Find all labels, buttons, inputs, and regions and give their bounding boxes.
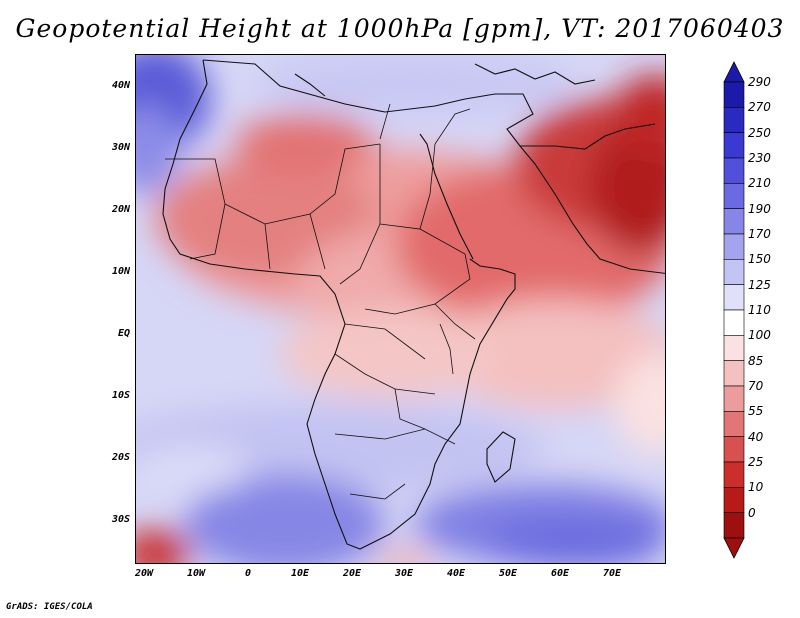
colorbar-swatch: [723, 183, 745, 209]
map-border: [135, 54, 666, 564]
colorbar-swatch: [723, 309, 745, 336]
lon-label-0: 0: [244, 568, 252, 579]
colorbar-label: 10: [748, 480, 764, 495]
lon-label-40e: 40E: [446, 568, 466, 579]
lon-label-20w: 20W: [134, 568, 154, 579]
colorbar-label: 150: [748, 252, 771, 267]
colorbar-label: 270: [748, 100, 771, 115]
colorbar-label: 125: [748, 277, 771, 292]
country-borders: [165, 103, 476, 500]
lat-label-10n: 10N: [111, 266, 130, 277]
colorbar-swatch: [723, 132, 745, 159]
lon-label-60e: 60E: [550, 568, 570, 579]
lon-label-70e: 70E: [602, 568, 622, 579]
colorbar-swatch: [723, 335, 745, 361]
colorbar-label: 190: [748, 201, 771, 216]
colorbar-swatch: [723, 157, 745, 184]
colorbar-swatch: [723, 107, 745, 133]
lat-label-30n: 30N: [111, 142, 130, 153]
colorbar-label: 110: [748, 303, 771, 317]
lat-label-40n: 40N: [111, 80, 130, 91]
colorbar-swatch: [723, 436, 745, 463]
colorbar-swatch: [723, 385, 745, 412]
colorbar-swatch: [723, 411, 745, 437]
colorbar-swatch: [723, 487, 745, 513]
colorbar-label: 55: [748, 404, 764, 419]
colorbar-label: 85: [748, 353, 764, 368]
colorbar-top-arrow: [723, 61, 745, 83]
colorbar-swatch: [723, 512, 745, 539]
colorbar: [723, 61, 745, 559]
colorbar-bottom-arrow: [723, 537, 745, 559]
lon-label-20e: 20E: [342, 568, 362, 579]
colorbar-swatch: [723, 259, 745, 285]
lon-label-10w: 10W: [186, 568, 206, 579]
colorbar-label: 210: [748, 176, 771, 191]
grads-credit: GrADS: IGES/COLA: [6, 602, 93, 612]
geopotential-field: [135, 54, 666, 564]
colorbar-label: 0: [748, 505, 756, 520]
colorbar-label: 230: [748, 151, 771, 165]
lon-label-10e: 10E: [290, 568, 310, 579]
colorbar-label: 100: [748, 328, 771, 343]
lon-label-30e: 30E: [394, 568, 414, 579]
lat-label-20s: 20S: [111, 452, 130, 463]
lon-label-50e: 50E: [498, 568, 518, 579]
lat-label-10s: 10S: [111, 390, 130, 401]
colorbar-label: 25: [748, 455, 764, 469]
colorbar-swatch: [723, 233, 745, 260]
coastlines: [162, 59, 666, 550]
map-panel: [135, 54, 666, 564]
colorbar-label: 40: [748, 429, 764, 444]
lat-label-20n: 20N: [111, 204, 130, 215]
colorbar-label: 290: [748, 75, 771, 89]
colorbar-swatch: [723, 461, 745, 488]
lat-label-eq: EQ: [117, 328, 130, 339]
geopotential-map: [135, 54, 666, 564]
colorbar-swatch: [723, 284, 745, 311]
map-title: Geopotential Height at 1000hPa [gpm], VT…: [15, 14, 785, 43]
colorbar-label: 70: [748, 379, 764, 393]
colorbar-swatch: [723, 81, 745, 108]
colorbar-label: 170: [748, 227, 771, 241]
lat-label-30s: 30S: [111, 514, 130, 525]
colorbar-swatch: [723, 360, 745, 387]
colorbar-label: 250: [748, 125, 771, 140]
colorbar-swatch: [723, 208, 745, 235]
